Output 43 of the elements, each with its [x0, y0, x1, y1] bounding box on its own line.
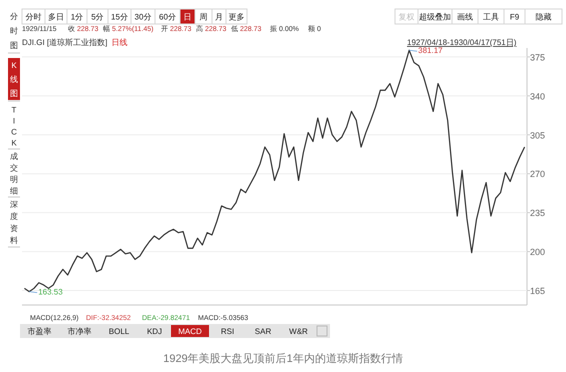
text: 成交明细 — [10, 152, 18, 196]
text: 更多 — [228, 12, 244, 22]
chart-title: DJI.GI [道琼斯工业指数] — [22, 38, 108, 47]
text: 工具 — [483, 12, 499, 22]
text: TICK — [11, 106, 18, 148]
y-tick-label: 375 — [530, 52, 546, 62]
text: 市净率 — [68, 327, 92, 336]
text: F9 — [510, 12, 520, 22]
text: 日 — [184, 12, 192, 22]
text: 1929年美股大盘见顶前后1年内的道琼斯指数行情 — [163, 352, 403, 365]
y-tick-label: 235 — [530, 208, 546, 218]
text: 超级叠加 — [419, 12, 451, 22]
text: W&R — [289, 327, 308, 336]
text: SAR — [254, 327, 272, 336]
text: RSI — [220, 327, 234, 336]
text: 深度资料 — [10, 200, 18, 245]
text: 市盈率 — [28, 327, 52, 336]
annotation: 163.53 — [38, 288, 64, 297]
text: MACD — [178, 327, 202, 336]
text: 隐藏 — [536, 12, 552, 22]
text: 1分 — [70, 12, 84, 22]
text: 分时 — [26, 12, 42, 22]
text: 多日 — [48, 12, 64, 22]
text: 分时图 — [10, 12, 18, 50]
y-tick-label: 340 — [530, 91, 546, 102]
y-tick-label: 270 — [530, 169, 546, 180]
text: BOLL — [108, 327, 130, 336]
text: 复权 — [398, 12, 414, 22]
text: 1927/04/18-1930/04/17(751日) — [407, 38, 517, 47]
chart-subtitle: 日线 — [111, 38, 128, 47]
text: 60分 — [159, 12, 176, 22]
text: 月 — [215, 12, 223, 22]
text: 15分 — [111, 12, 128, 22]
y-tick-label: 200 — [530, 247, 546, 258]
text: KDJ — [146, 327, 162, 336]
y-tick-label: 165 — [530, 286, 546, 296]
y-tick-label: 305 — [530, 130, 546, 140]
text: 画线 — [457, 12, 473, 22]
text: K线图 — [10, 61, 18, 98]
text: 30分 — [134, 12, 152, 22]
text: 5分 — [91, 12, 104, 22]
annotation: 381.17 — [418, 46, 444, 56]
text: 周 — [200, 12, 208, 22]
